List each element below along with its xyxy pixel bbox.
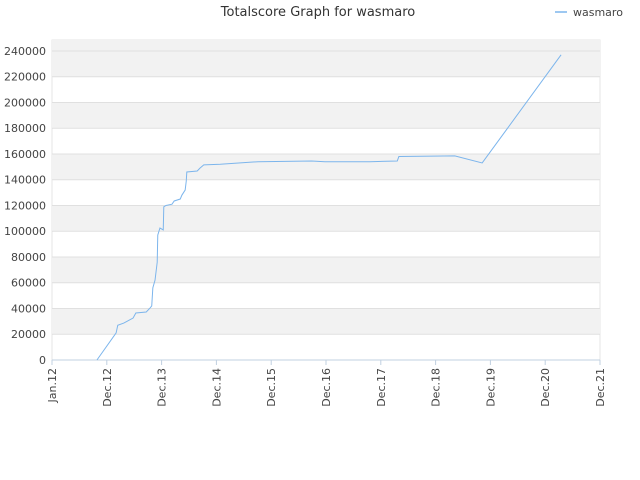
grid-band: [52, 102, 600, 129]
y-tick-label: 120000: [4, 199, 46, 212]
x-tick-label: Jan.12: [46, 368, 59, 403]
legend-label: wasmaro: [573, 6, 623, 19]
x-tick-label: Dec.13: [156, 368, 169, 407]
grid-band: [52, 40, 600, 51]
x-tick-label: Dec.16: [320, 368, 333, 407]
y-tick-label: 140000: [4, 174, 46, 187]
y-tick-label: 100000: [4, 225, 46, 238]
x-tick-label: Dec.12: [101, 368, 114, 407]
grid-band: [52, 205, 600, 232]
grid-band: [52, 256, 600, 283]
y-tick-label: 220000: [4, 71, 46, 84]
y-tick-label: 0: [39, 354, 46, 367]
y-tick-label: 160000: [4, 148, 46, 161]
y-tick-label: 20000: [11, 328, 46, 341]
y-tick-label: 60000: [11, 277, 46, 290]
y-tick-label: 200000: [4, 96, 46, 109]
x-tick-label: Dec.17: [375, 368, 388, 407]
y-tick-label: 40000: [11, 302, 46, 315]
plot-area: [51, 39, 601, 361]
chart-title: Totalscore Graph for wasmaro: [220, 5, 416, 20]
x-tick-label: Dec.21: [594, 368, 607, 407]
x-tick-label: Dec.15: [265, 368, 278, 407]
x-tick-label: Dec.14: [210, 368, 223, 407]
x-tick-label: Dec.18: [430, 368, 443, 407]
x-tick-label: Dec.20: [539, 368, 552, 407]
grid-band: [52, 50, 600, 77]
y-tick-label: 80000: [11, 251, 46, 264]
y-tick-label: 180000: [4, 122, 46, 135]
grid-band: [52, 153, 600, 180]
grid-band: [52, 308, 600, 335]
x-tick-label: Dec.19: [484, 368, 497, 407]
series-line: [96, 54, 562, 361]
y-tick-label: 240000: [4, 45, 46, 58]
